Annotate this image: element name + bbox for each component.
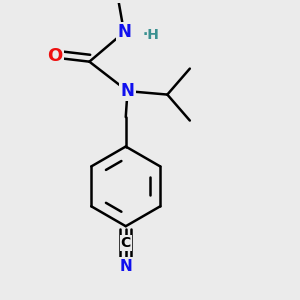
Text: N: N: [117, 23, 131, 41]
Text: N: N: [119, 259, 132, 274]
Text: O: O: [47, 47, 62, 65]
Text: ·H: ·H: [143, 28, 160, 42]
Text: C: C: [121, 236, 131, 250]
Text: N: N: [121, 82, 134, 100]
